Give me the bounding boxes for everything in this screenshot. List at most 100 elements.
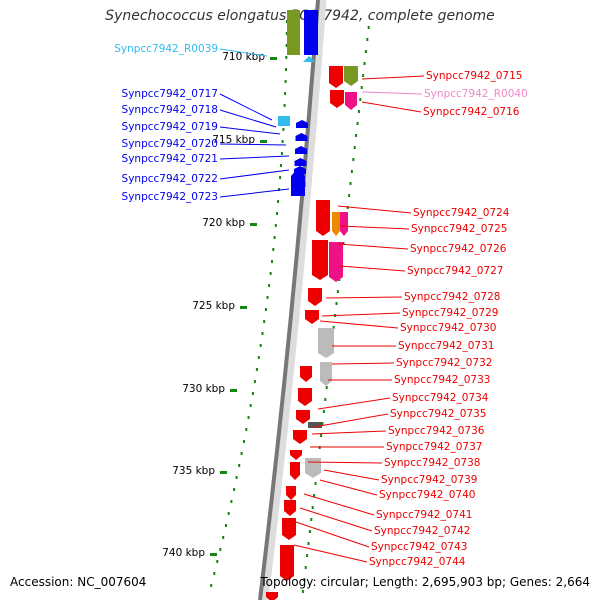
reverse-gene bbox=[291, 168, 305, 196]
tick-mark bbox=[311, 506, 314, 509]
tick-mark bbox=[253, 380, 256, 383]
scale-tick bbox=[240, 306, 247, 309]
tick-mark bbox=[278, 188, 281, 191]
tick-mark bbox=[304, 566, 307, 569]
forward-gene bbox=[320, 362, 332, 386]
forward-gene bbox=[280, 545, 294, 581]
label-connector bbox=[313, 413, 389, 428]
tick-mark bbox=[238, 464, 241, 467]
right-gene-label: Synpcc7942_0730 bbox=[400, 322, 496, 334]
scale-tick bbox=[210, 553, 217, 556]
tick-mark bbox=[255, 368, 258, 371]
label-connector bbox=[219, 169, 290, 180]
tick-mark bbox=[279, 176, 282, 179]
label-connector bbox=[323, 469, 380, 481]
tick-mark bbox=[303, 578, 306, 581]
tick-mark bbox=[213, 572, 216, 575]
tick-mark bbox=[266, 296, 269, 299]
tick-mark bbox=[285, 56, 288, 59]
tick-mark bbox=[313, 494, 316, 497]
tick-mark bbox=[235, 476, 238, 479]
scale-label: 720 kbp bbox=[202, 217, 245, 229]
forward-gene bbox=[332, 212, 340, 236]
scale-label: 715 kbp bbox=[212, 134, 255, 146]
label-connector bbox=[331, 362, 395, 365]
left-gene-label: Synpcc7942_0718 bbox=[122, 104, 218, 116]
tick-mark bbox=[274, 224, 277, 227]
forward-gene bbox=[284, 500, 296, 516]
tick-mark bbox=[280, 164, 282, 167]
tick-mark bbox=[285, 44, 288, 47]
label-connector bbox=[361, 91, 423, 95]
left-gene-label: Synpcc7942_R0039 bbox=[114, 43, 218, 55]
label-connector bbox=[311, 430, 387, 435]
tick-mark bbox=[360, 86, 363, 89]
tick-mark bbox=[261, 332, 264, 335]
tick-mark bbox=[225, 524, 227, 527]
right-gene-label: Synpcc7942_0728 bbox=[404, 291, 500, 303]
forward-gene bbox=[312, 240, 328, 280]
forward-gene bbox=[298, 388, 312, 406]
tick-mark bbox=[346, 206, 349, 209]
tick-mark bbox=[364, 50, 367, 53]
tick-mark bbox=[322, 410, 325, 413]
tick-mark bbox=[277, 200, 280, 203]
tick-mark bbox=[268, 284, 271, 287]
tick-mark bbox=[272, 248, 275, 251]
tick-mark bbox=[282, 128, 285, 131]
right-gene-label: Synpcc7942_0725 bbox=[411, 223, 507, 235]
forward-gene bbox=[305, 310, 319, 324]
label-connector bbox=[317, 397, 391, 410]
right-gene-label: Synpcc7942_0726 bbox=[410, 243, 507, 255]
label-connector bbox=[319, 320, 399, 329]
tick-mark bbox=[359, 98, 362, 101]
tick-mark bbox=[233, 488, 236, 491]
left-gene-label: Synpcc7942_0723 bbox=[122, 191, 218, 203]
scale-label: 725 kbp bbox=[192, 300, 235, 312]
tick-mark bbox=[306, 554, 309, 557]
tick-mark bbox=[259, 344, 262, 347]
tick-mark bbox=[332, 326, 335, 329]
right-gene-label: Synpcc7942_0733 bbox=[394, 374, 490, 386]
forward-gene bbox=[266, 592, 278, 600]
left-gene-label: Synpcc7942_0722 bbox=[122, 173, 218, 185]
tick-mark bbox=[210, 584, 213, 587]
tick-mark bbox=[273, 236, 276, 239]
tick-mark bbox=[367, 26, 370, 29]
label-connector bbox=[325, 296, 403, 299]
tick-mark bbox=[362, 74, 365, 77]
forward-gene bbox=[340, 212, 348, 236]
backbone-outer bbox=[259, 0, 327, 600]
tick-mark bbox=[310, 518, 313, 521]
label-connector bbox=[319, 479, 378, 496]
right-gene-label: Synpcc7942_0741 bbox=[376, 509, 472, 521]
backbone-line bbox=[258, 0, 320, 600]
right-gene-label: Synpcc7942_0737 bbox=[386, 441, 482, 453]
tick-mark bbox=[321, 422, 324, 425]
forward-gene bbox=[318, 328, 334, 358]
tick-mark bbox=[263, 320, 266, 323]
tick-mark bbox=[257, 356, 260, 359]
scale-label: 740 kbp bbox=[162, 547, 205, 559]
tick-mark bbox=[219, 548, 222, 551]
tick-mark bbox=[342, 242, 345, 245]
left-gene-label: Synpcc7942_0720 bbox=[122, 138, 218, 150]
tick-mark bbox=[348, 194, 351, 197]
gene-block bbox=[304, 10, 318, 55]
tick-mark bbox=[301, 590, 304, 593]
right-gene-label: Synpcc7942_0715 bbox=[426, 70, 522, 82]
right-gene-label: Synpcc7942_0739 bbox=[381, 474, 477, 486]
label-connector bbox=[337, 205, 412, 214]
label-connector bbox=[219, 155, 290, 160]
gene-block bbox=[308, 422, 322, 428]
tick-mark bbox=[243, 440, 245, 443]
gene-block bbox=[287, 10, 300, 55]
rna-gene bbox=[278, 116, 290, 126]
right-gene-label: Synpcc7942_0735 bbox=[390, 408, 486, 420]
scale-tick bbox=[260, 140, 267, 143]
forward-gene bbox=[286, 486, 296, 500]
label-connector bbox=[219, 48, 268, 57]
scale-label: 730 kbp bbox=[182, 383, 225, 395]
right-gene-label: Synpcc7942_0742 bbox=[374, 525, 470, 537]
left-gene-label: Synpcc7942_0721 bbox=[122, 153, 218, 165]
